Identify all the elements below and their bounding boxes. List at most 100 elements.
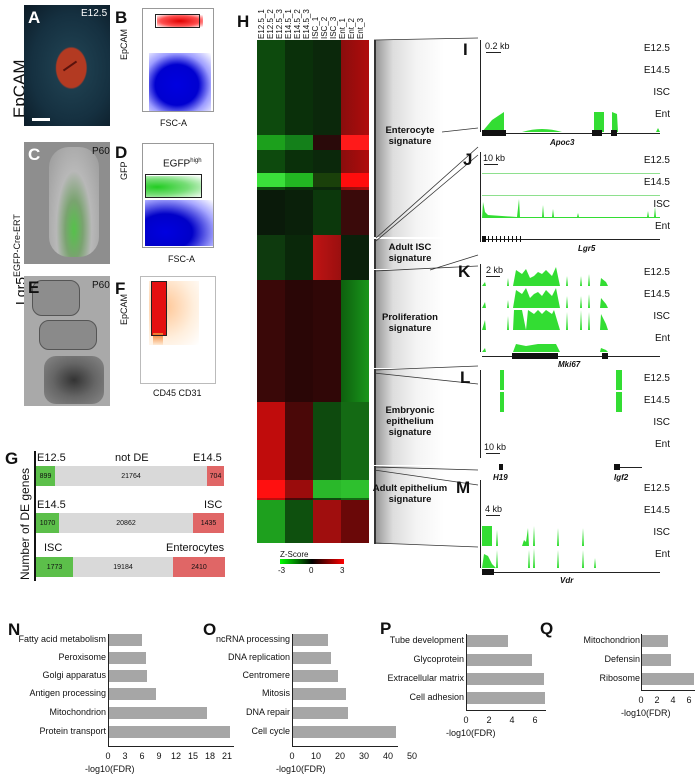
scale-bar-label: 0.2 kb	[485, 41, 510, 51]
sample-label: ISC	[653, 527, 670, 538]
signal-h19	[500, 370, 504, 390]
gene-name: Apoc3	[550, 138, 575, 147]
go-bar	[109, 707, 207, 719]
scale-bar-label: 4 kb	[485, 504, 503, 514]
column-header: ISC_2	[320, 16, 329, 39]
x-axis-label: -log10(FDR)	[276, 764, 326, 774]
sample-label: ISC	[653, 417, 670, 428]
track-panel-vdr: 4 kb E12.5 E14.5 ISC Ent Vdr	[480, 480, 670, 585]
g-bar-row3: 1773 19184 2410	[36, 557, 225, 577]
sample-label: Ent	[654, 333, 670, 344]
x-axis	[466, 710, 546, 711]
x-tick: 0	[105, 751, 111, 761]
go-chart-n: Fatty acid metabolism Peroxisome Golgi a…	[0, 630, 240, 774]
x-tick: 0	[289, 751, 295, 761]
x-axis-label: -log10(FDR)	[621, 708, 671, 718]
go-bar	[109, 652, 146, 664]
go-bar	[109, 688, 156, 700]
signal-igf2	[616, 392, 622, 412]
track-panel-lgr5: 10 kb E12.5 E14.5 ISC Ent Lgr5	[480, 152, 670, 253]
x-tick: 10	[310, 751, 322, 761]
go-term: Mitochondrion	[49, 707, 106, 717]
column-header: E14.5_3	[302, 9, 311, 39]
villus	[32, 280, 80, 316]
zscore-title: Z-Score	[280, 550, 309, 559]
micrograph-villi	[24, 276, 110, 406]
baseline	[482, 173, 660, 174]
go-chart-q: Mitochondrion Defensin Ribosome 0 2 4 6 …	[530, 630, 697, 730]
g-seg-left: 899	[36, 466, 55, 486]
x-tick: 6	[139, 751, 145, 761]
go-term: Centromere	[242, 670, 290, 680]
signature-block-adult-isc: Adult ISC signature	[374, 239, 444, 269]
go-term: Glycoprotein	[413, 654, 464, 664]
signature-label: Adult ISC signature	[388, 242, 432, 264]
x-tick: 4	[509, 715, 515, 725]
heatmap-band	[257, 173, 369, 187]
x-tick: 30	[358, 751, 370, 761]
go-chart-p: Tube development Glycoprotein Extracellu…	[370, 630, 550, 740]
signature-block-enterocyte: Enterocyte signature	[374, 40, 444, 237]
x-tick: 6	[532, 715, 538, 725]
go-bar	[293, 670, 338, 682]
go-bar	[467, 673, 544, 685]
sample-label: ISC	[653, 199, 670, 210]
go-bar	[467, 635, 508, 647]
x-tick: 2	[654, 695, 660, 705]
go-bar	[642, 654, 671, 666]
epcam-high-population	[157, 15, 203, 27]
sample-label: E14.5	[643, 505, 670, 516]
go-bar	[293, 707, 348, 719]
sample-label: E14.5	[643, 65, 670, 76]
x-axis	[108, 746, 234, 747]
g-seg-mid: 19184	[73, 557, 173, 577]
go-bar	[109, 670, 147, 682]
track-axis	[480, 40, 481, 132]
heatmap-column-headers: E12.5_1 E12.5_2 E12.5_3 E14.5_1 E14.5_2 …	[257, 6, 377, 39]
go-bar	[293, 652, 331, 664]
sample-label: E12.5	[643, 483, 670, 494]
facs-gate	[155, 14, 200, 28]
sample-label: E12.5	[643, 155, 670, 166]
x-tick: 3	[122, 751, 128, 761]
epcam-positive-population	[152, 282, 166, 335]
panel-letter-p: P	[380, 619, 392, 638]
panel-letter-i: I	[463, 40, 468, 59]
y-axis	[108, 634, 109, 746]
facs-plot-d: EGFPhigh	[142, 143, 214, 248]
facs-d-xlabel: FSC-A	[168, 254, 195, 264]
track-panel-mki67: 2 kb E12.5 E14.5 ISC Ent Mki67	[480, 264, 670, 369]
go-bar	[293, 634, 328, 646]
go-bar	[293, 726, 396, 738]
scale-bar	[484, 164, 498, 165]
column-header: E12.5_1	[257, 9, 266, 39]
signature-label: Proliferation signature	[382, 312, 438, 334]
column-header: Ent_2	[347, 18, 356, 39]
heatmap-band	[257, 135, 369, 150]
go-term: Defensin	[604, 654, 640, 664]
g-row1-mid-label: not DE	[115, 452, 149, 464]
egfp-high-population	[146, 176, 201, 198]
scale-bar-label: 10 kb	[483, 153, 506, 163]
g-seg-mid: 20862	[59, 513, 193, 533]
lumen	[62, 60, 78, 72]
exon	[482, 130, 506, 136]
facs-gate	[145, 174, 202, 198]
go-term: Tube development	[389, 635, 464, 645]
panel-letter-m: M	[456, 478, 471, 497]
panel-letter-q: Q	[540, 619, 554, 638]
go-bar	[467, 692, 545, 704]
sample-label: ISC	[653, 87, 670, 98]
g-row2-left-label: E14.5	[37, 499, 66, 511]
go-bar	[109, 634, 142, 646]
scale-bar	[486, 515, 500, 516]
x-tick: 18	[204, 751, 216, 761]
signal-isc	[482, 199, 660, 218]
facs-f-xlabel: CD45 CD31	[153, 388, 202, 398]
sample-label: E14.5	[643, 177, 670, 188]
heatmap-block-adult-isc	[257, 235, 369, 280]
x-tick: 9	[156, 751, 162, 761]
y-axis	[641, 634, 642, 690]
sample-label: E12.5	[643, 267, 670, 278]
column-header: Ent_3	[356, 18, 365, 39]
